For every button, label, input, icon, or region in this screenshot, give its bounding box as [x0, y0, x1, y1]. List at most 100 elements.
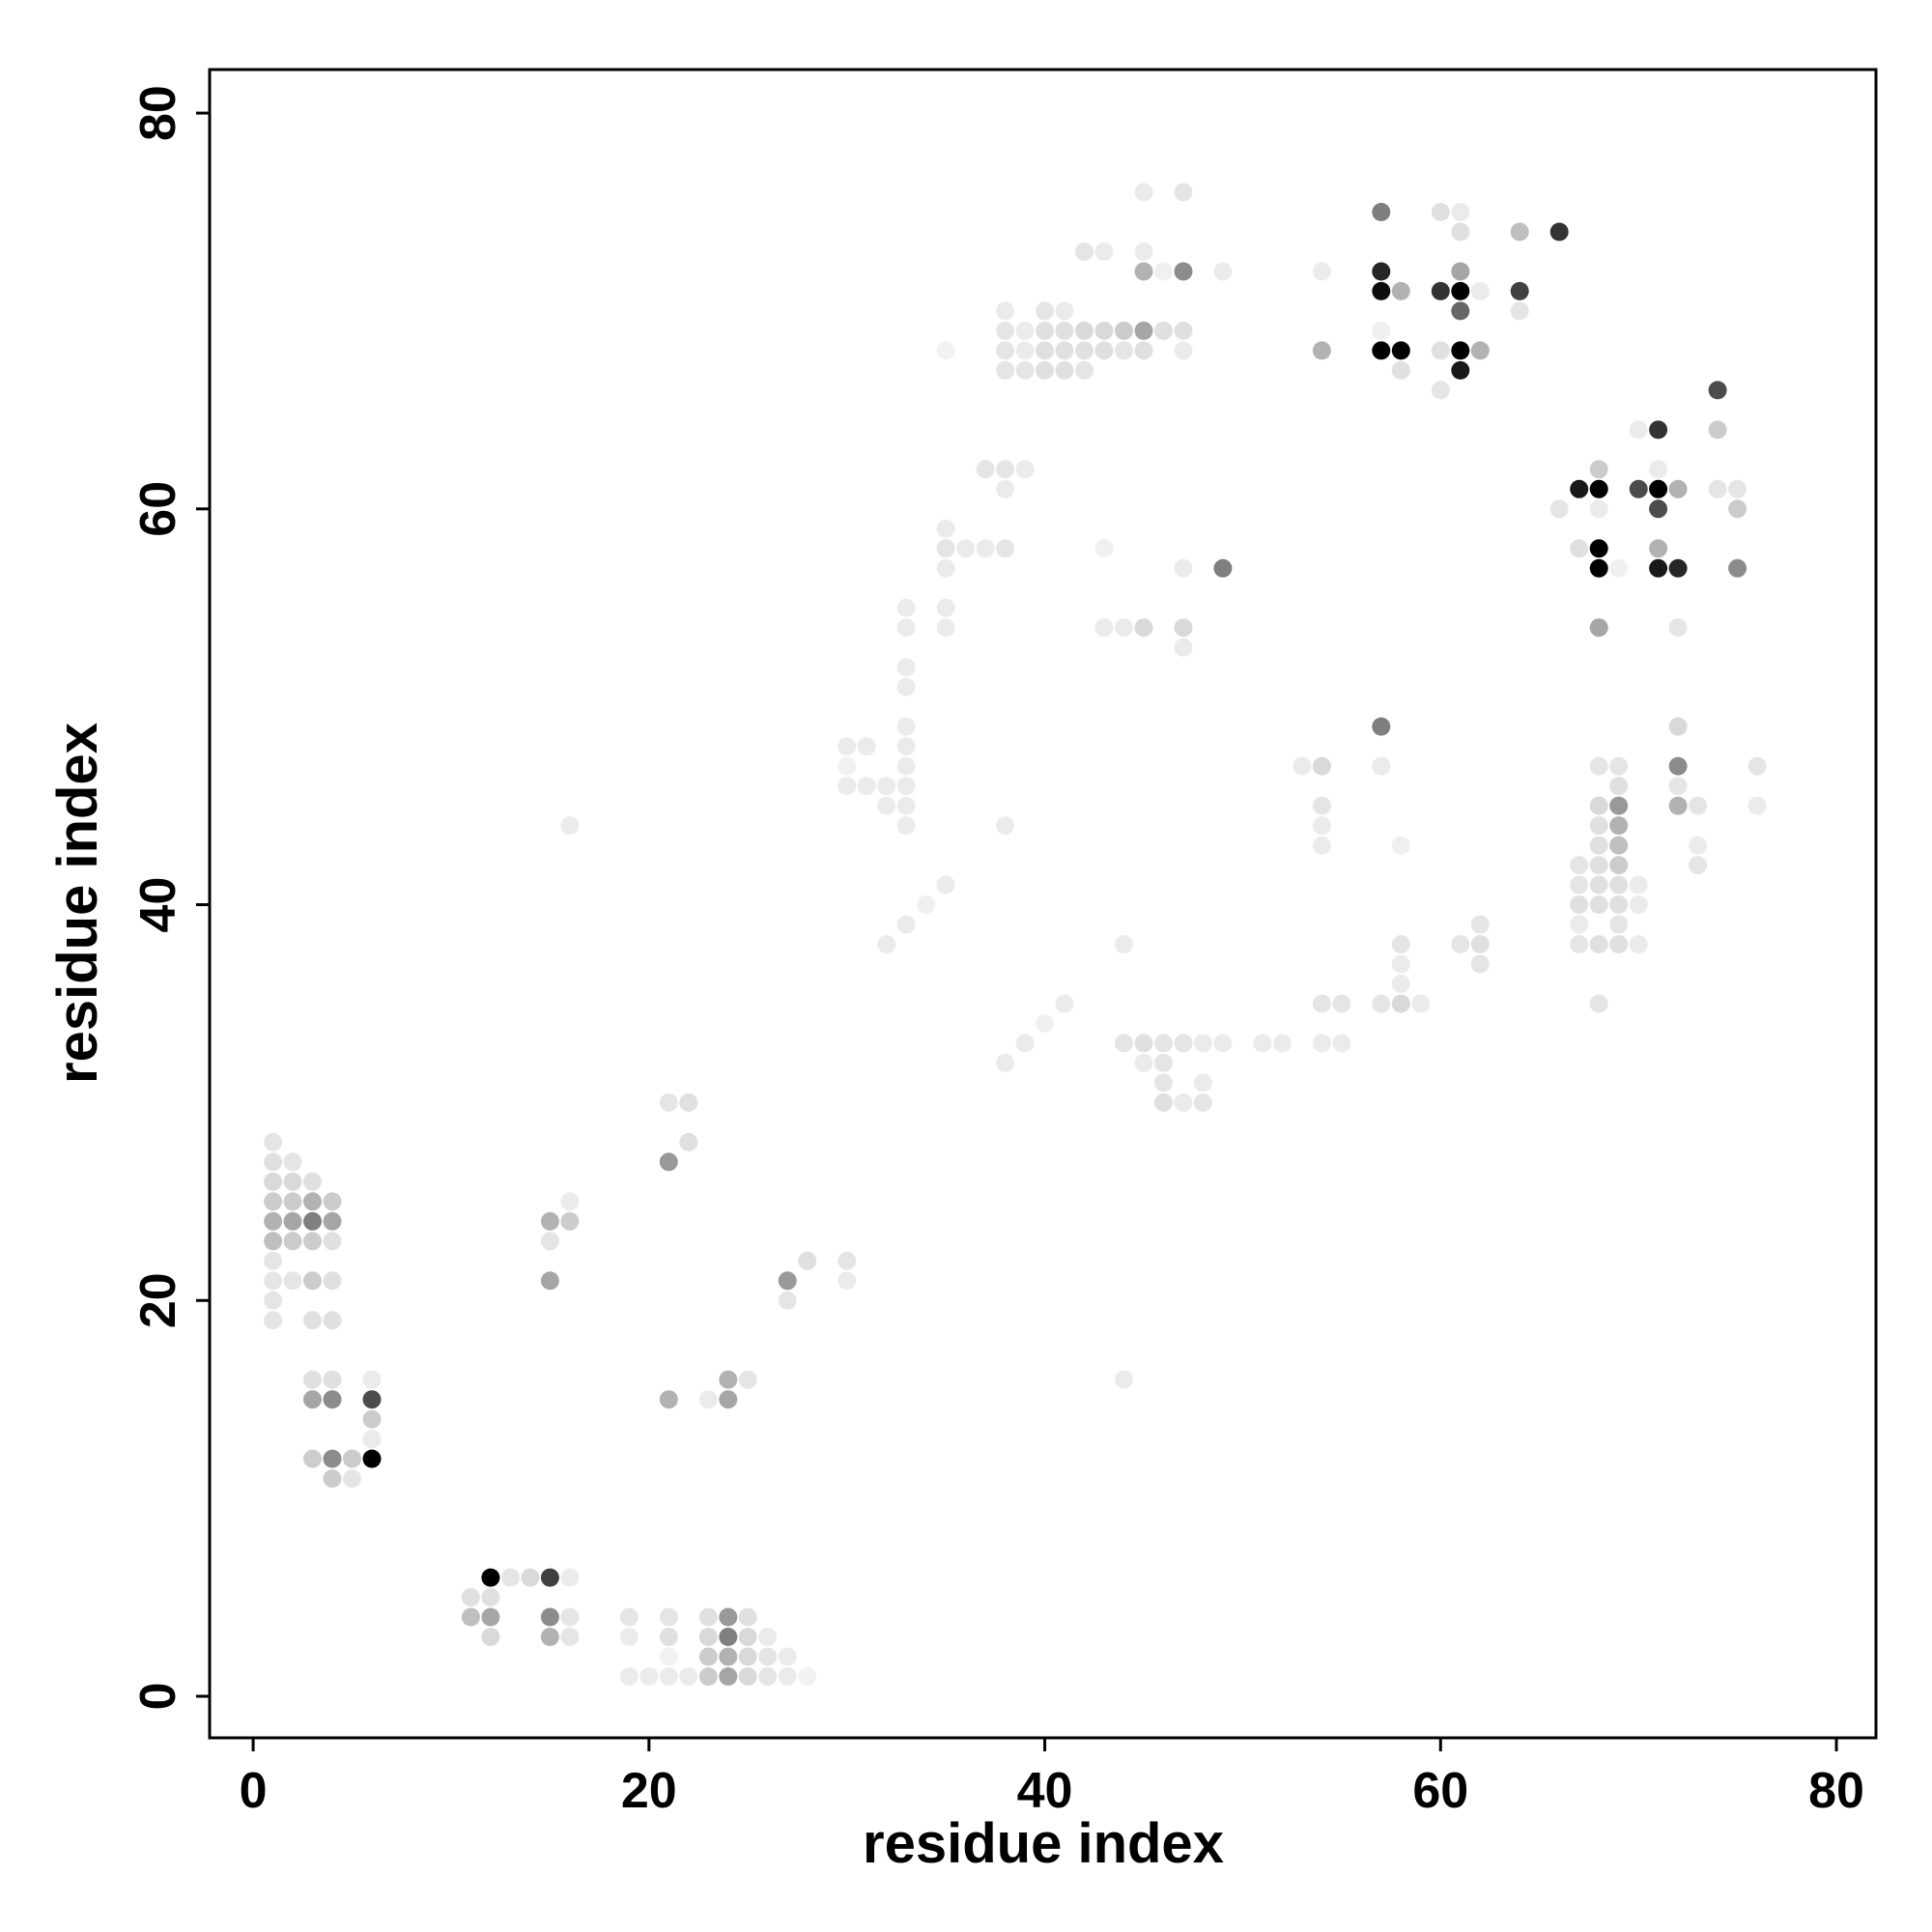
- contact-point: [1431, 203, 1450, 221]
- contact-point: [1510, 222, 1529, 242]
- contact-point: [1174, 183, 1193, 202]
- contact-point: [778, 1291, 797, 1310]
- contact-point: [1154, 262, 1173, 281]
- contact-point: [659, 1152, 678, 1172]
- contact-point: [323, 1211, 342, 1231]
- contact-point: [738, 1667, 757, 1686]
- y-tick-label: 20: [130, 1272, 186, 1328]
- contact-point: [896, 756, 916, 776]
- contact-point: [323, 1271, 342, 1291]
- contact-point: [1609, 875, 1629, 895]
- contact-point: [659, 1390, 678, 1409]
- contact-point: [264, 1152, 283, 1172]
- contact-point: [698, 1667, 718, 1686]
- contact-point: [540, 1271, 559, 1291]
- contact-point: [698, 1628, 718, 1646]
- contact-point: [956, 539, 976, 558]
- contact-point: [323, 1192, 342, 1211]
- contact-point: [1629, 875, 1648, 895]
- contact-point: [976, 460, 995, 479]
- contact-point: [936, 341, 955, 360]
- contact-point: [264, 1251, 283, 1270]
- contact-point: [719, 1370, 738, 1389]
- y-tick-label: 80: [130, 85, 186, 141]
- contact-point: [1708, 479, 1727, 498]
- contact-point: [1036, 360, 1054, 380]
- contact-point: [362, 1409, 382, 1429]
- contact-point: [1629, 479, 1648, 498]
- contact-point: [936, 539, 955, 558]
- contact-point: [1312, 262, 1331, 281]
- contact-point: [521, 1568, 540, 1587]
- contact-point: [1094, 341, 1114, 360]
- contact-point: [1470, 281, 1490, 300]
- contact-point: [560, 816, 580, 836]
- contact-point: [1174, 558, 1193, 578]
- contact-point: [1036, 341, 1054, 360]
- contact-point: [1391, 836, 1410, 855]
- contact-point: [1589, 539, 1608, 558]
- contact-point: [659, 1647, 678, 1666]
- contact-point: [639, 1667, 659, 1686]
- contact-point: [481, 1628, 500, 1646]
- contact-point: [1589, 935, 1608, 953]
- contact-point: [1411, 994, 1431, 1013]
- contact-point: [738, 1370, 757, 1389]
- contact-point: [659, 1628, 678, 1646]
- contact-point: [1372, 262, 1391, 281]
- contact-point: [1372, 756, 1391, 776]
- x-tick-label: 20: [621, 1763, 677, 1819]
- contact-point: [659, 1093, 678, 1112]
- contact-point: [877, 935, 896, 953]
- contact-point: [1668, 756, 1688, 776]
- contact-point: [1609, 856, 1629, 875]
- contact-point: [540, 1628, 559, 1646]
- contact-point: [1747, 796, 1767, 815]
- contact-point: [1312, 796, 1331, 815]
- contact-point: [1609, 816, 1629, 836]
- contact-point: [1075, 341, 1094, 360]
- contact-point: [1649, 558, 1668, 578]
- contact-point: [1174, 341, 1193, 360]
- contact-point: [996, 301, 1015, 321]
- contact-point: [1015, 321, 1035, 340]
- y-tick-label: 40: [130, 877, 186, 933]
- contact-point: [1055, 994, 1074, 1013]
- contact-point: [896, 915, 916, 934]
- contact-point: [1075, 360, 1094, 380]
- contact-point: [264, 1132, 283, 1151]
- contact-point: [560, 1628, 580, 1646]
- contact-point: [1036, 1013, 1054, 1033]
- contact-point: [1213, 262, 1233, 281]
- contact-point: [362, 1370, 382, 1389]
- contact-point: [1431, 381, 1450, 400]
- contact-point: [303, 1232, 322, 1251]
- contact-point: [896, 777, 916, 796]
- contact-point: [896, 658, 916, 677]
- contact-point: [798, 1251, 817, 1270]
- contact-point: [1055, 341, 1074, 360]
- contact-point: [323, 1449, 342, 1468]
- contact-point: [1154, 1034, 1173, 1053]
- contact-point: [1451, 360, 1470, 380]
- contact-point: [1668, 777, 1688, 796]
- contact-point: [303, 1271, 322, 1291]
- contact-point: [1036, 301, 1054, 321]
- contact-point: [1115, 935, 1133, 953]
- contact-point: [283, 1152, 302, 1172]
- contact-point: [1728, 479, 1747, 498]
- contact-point: [264, 1311, 283, 1330]
- contact-point: [996, 321, 1015, 340]
- contact-point: [619, 1628, 639, 1646]
- contact-point: [1470, 915, 1490, 934]
- contact-point: [1689, 836, 1708, 855]
- contact-point: [719, 1667, 738, 1686]
- contact-point: [1174, 1034, 1193, 1053]
- contact-point: [738, 1647, 757, 1666]
- contact-point: [1451, 262, 1470, 281]
- contact-point: [283, 1172, 302, 1191]
- contact-point: [1312, 836, 1331, 855]
- contact-point: [560, 1607, 580, 1627]
- contact-point: [1372, 994, 1391, 1013]
- contact-point: [362, 1430, 382, 1449]
